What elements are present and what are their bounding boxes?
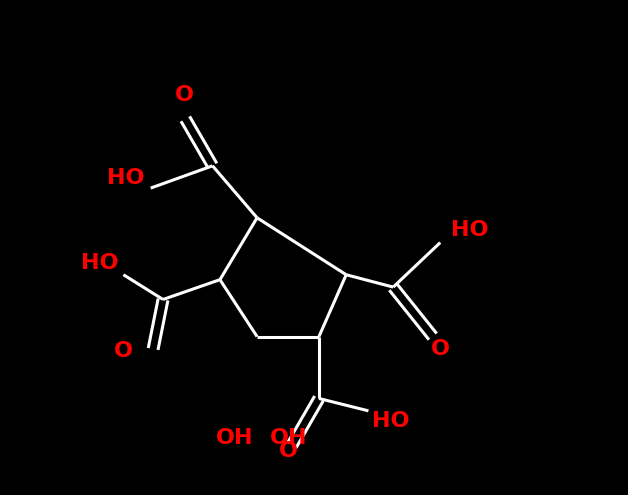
Text: HO: HO	[451, 220, 489, 240]
Text: O: O	[175, 85, 194, 105]
Text: HO: HO	[82, 253, 119, 273]
Text: OH: OH	[216, 428, 254, 448]
Text: O: O	[431, 339, 450, 359]
Text: O: O	[279, 442, 298, 461]
Text: HO: HO	[372, 411, 409, 431]
Text: HO: HO	[107, 168, 144, 188]
Text: OH: OH	[269, 428, 307, 448]
Text: O: O	[114, 342, 133, 361]
